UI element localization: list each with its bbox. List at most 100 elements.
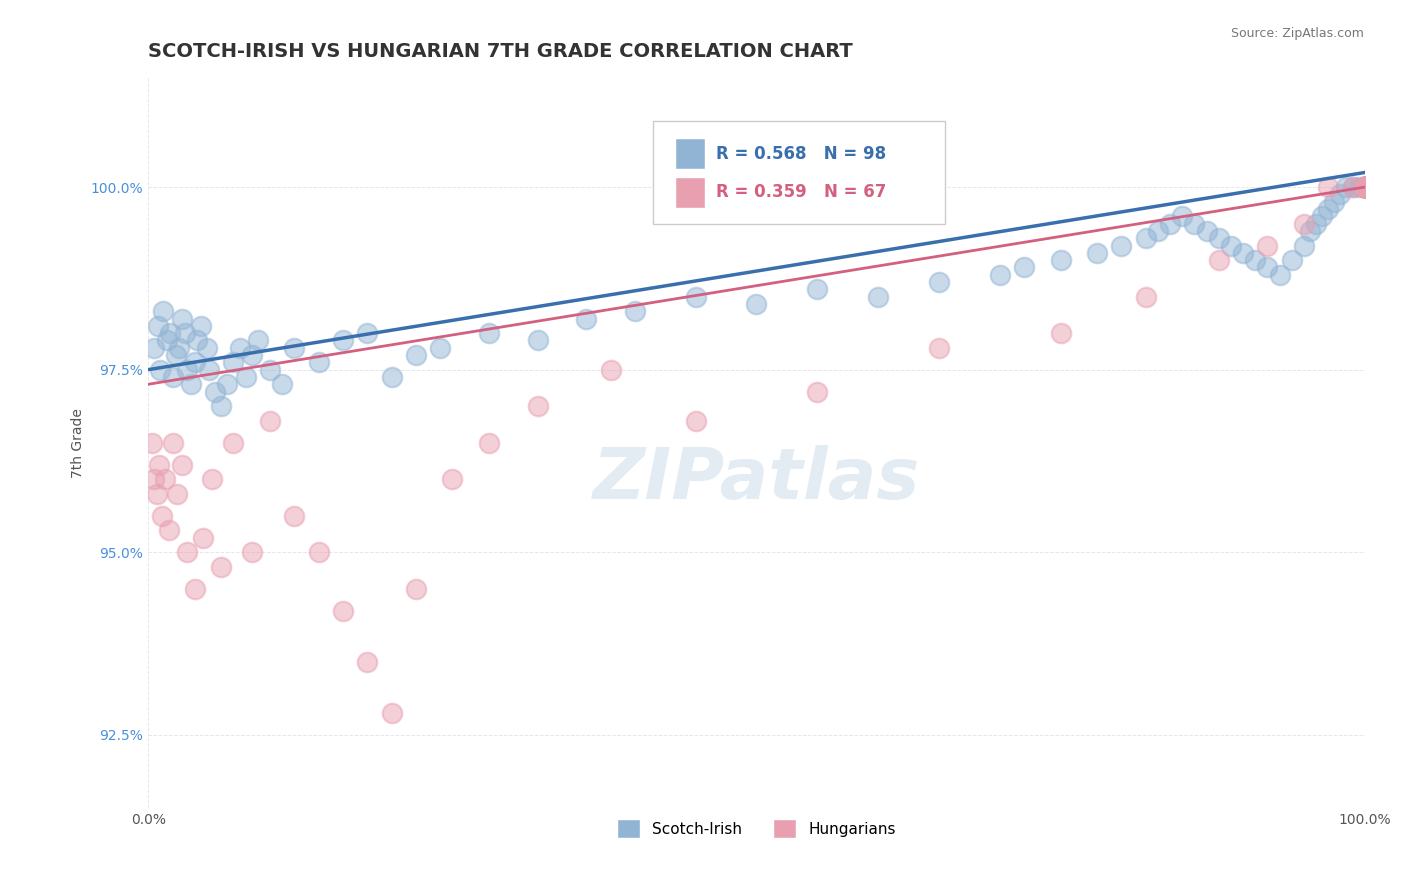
Hungarians bbox=[183, 582, 205, 596]
Hungarians bbox=[1292, 217, 1315, 231]
Hungarians bbox=[1354, 180, 1376, 194]
Scotch-Irish bbox=[173, 326, 195, 340]
Scotch-Irish bbox=[271, 377, 294, 392]
Scotch-Irish bbox=[1354, 180, 1376, 194]
Hungarians bbox=[1341, 180, 1364, 194]
Scotch-Irish bbox=[167, 341, 190, 355]
Y-axis label: 7th Grade: 7th Grade bbox=[72, 408, 86, 477]
Hungarians bbox=[1354, 180, 1376, 194]
Scotch-Irish bbox=[1012, 260, 1035, 275]
Scotch-Irish bbox=[259, 362, 281, 376]
Hungarians bbox=[405, 582, 427, 596]
Hungarians bbox=[685, 414, 707, 428]
Scotch-Irish bbox=[356, 326, 378, 340]
Hungarians bbox=[356, 655, 378, 669]
Scotch-Irish bbox=[1354, 180, 1376, 194]
Scotch-Irish bbox=[1219, 238, 1241, 252]
Hungarians bbox=[441, 472, 464, 486]
Scotch-Irish bbox=[1354, 180, 1376, 194]
Text: SCOTCH-IRISH VS HUNGARIAN 7TH GRADE CORRELATION CHART: SCOTCH-IRISH VS HUNGARIAN 7TH GRADE CORR… bbox=[148, 42, 853, 61]
Hungarians bbox=[1354, 180, 1376, 194]
Hungarians bbox=[599, 362, 621, 376]
Scotch-Irish bbox=[405, 348, 427, 362]
Scotch-Irish bbox=[1336, 180, 1358, 194]
Scotch-Irish bbox=[745, 297, 768, 311]
Scotch-Irish bbox=[868, 290, 890, 304]
Scotch-Irish bbox=[1354, 180, 1376, 194]
Hungarians bbox=[478, 435, 501, 450]
Scotch-Irish bbox=[332, 334, 354, 348]
Hungarians bbox=[1135, 290, 1157, 304]
Hungarians bbox=[1256, 238, 1278, 252]
Hungarians bbox=[1354, 180, 1376, 194]
Scotch-Irish bbox=[308, 355, 330, 369]
Scotch-Irish bbox=[1354, 180, 1376, 194]
Scotch-Irish bbox=[1208, 231, 1230, 245]
Text: R = 0.568   N = 98: R = 0.568 N = 98 bbox=[716, 145, 886, 162]
Hungarians bbox=[1354, 180, 1376, 194]
Scotch-Irish bbox=[1354, 180, 1376, 194]
Scotch-Irish bbox=[1354, 180, 1376, 194]
Hungarians bbox=[1354, 180, 1376, 194]
Scotch-Irish bbox=[1147, 224, 1170, 238]
Hungarians bbox=[155, 472, 177, 486]
Scotch-Irish bbox=[1281, 253, 1303, 268]
Scotch-Irish bbox=[988, 268, 1011, 282]
Scotch-Irish bbox=[1049, 253, 1071, 268]
Hungarians bbox=[240, 545, 263, 559]
Hungarians bbox=[222, 435, 245, 450]
Hungarians bbox=[283, 508, 305, 523]
Text: R = 0.359   N = 67: R = 0.359 N = 67 bbox=[716, 183, 887, 202]
Hungarians bbox=[1354, 180, 1376, 194]
Scotch-Irish bbox=[806, 282, 828, 296]
Text: ZIPatlas: ZIPatlas bbox=[593, 445, 920, 514]
Scotch-Irish bbox=[1135, 231, 1157, 245]
Scotch-Irish bbox=[1341, 180, 1364, 194]
Hungarians bbox=[1354, 180, 1376, 194]
Hungarians bbox=[1354, 180, 1376, 194]
Hungarians bbox=[308, 545, 330, 559]
Scotch-Irish bbox=[1354, 180, 1376, 194]
Scotch-Irish bbox=[1195, 224, 1218, 238]
Scotch-Irish bbox=[1268, 268, 1291, 282]
Scotch-Irish bbox=[1354, 180, 1376, 194]
Scotch-Irish bbox=[1256, 260, 1278, 275]
Scotch-Irish bbox=[149, 362, 172, 376]
Hungarians bbox=[1354, 180, 1376, 194]
Scotch-Irish bbox=[1354, 180, 1376, 194]
Hungarians bbox=[1354, 180, 1376, 194]
Hungarians bbox=[1354, 180, 1376, 194]
Scotch-Irish bbox=[246, 334, 269, 348]
Scotch-Irish bbox=[1244, 253, 1267, 268]
Scotch-Irish bbox=[1354, 180, 1376, 194]
Scotch-Irish bbox=[1354, 180, 1376, 194]
Scotch-Irish bbox=[1354, 180, 1376, 194]
Scotch-Irish bbox=[1232, 245, 1254, 260]
Scotch-Irish bbox=[1354, 180, 1376, 194]
Hungarians bbox=[1354, 180, 1376, 194]
Hungarians bbox=[1354, 180, 1376, 194]
Scotch-Irish bbox=[1354, 180, 1376, 194]
Hungarians bbox=[157, 523, 180, 537]
Scotch-Irish bbox=[1354, 180, 1376, 194]
Scotch-Irish bbox=[1310, 210, 1333, 224]
Bar bbox=[675, 138, 706, 169]
Scotch-Irish bbox=[183, 355, 205, 369]
Hungarians bbox=[166, 487, 188, 501]
Scotch-Irish bbox=[240, 348, 263, 362]
Hungarians bbox=[1208, 253, 1230, 268]
Hungarians bbox=[141, 435, 163, 450]
Scotch-Irish bbox=[1085, 245, 1108, 260]
Hungarians bbox=[1354, 180, 1376, 194]
Hungarians bbox=[209, 559, 232, 574]
Scotch-Irish bbox=[526, 334, 548, 348]
Hungarians bbox=[143, 472, 166, 486]
Scotch-Irish bbox=[1354, 180, 1376, 194]
Scotch-Irish bbox=[1354, 180, 1376, 194]
Scotch-Irish bbox=[165, 348, 187, 362]
Scotch-Irish bbox=[217, 377, 239, 392]
Scotch-Irish bbox=[380, 370, 402, 384]
Legend: Scotch-Irish, Hungarians: Scotch-Irish, Hungarians bbox=[612, 813, 901, 844]
Scotch-Irish bbox=[1354, 180, 1376, 194]
Hungarians bbox=[1049, 326, 1071, 340]
